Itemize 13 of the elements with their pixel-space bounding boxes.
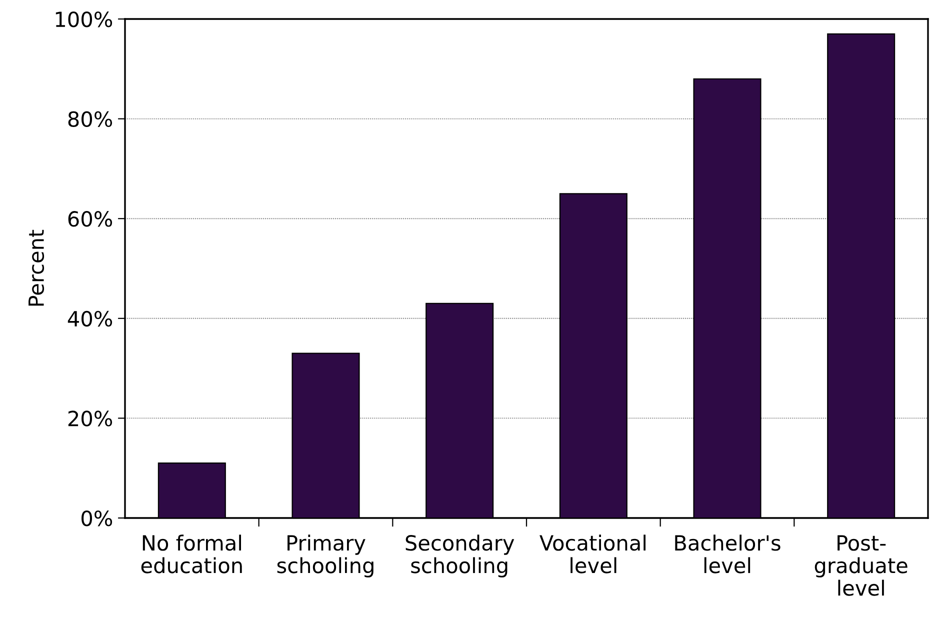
x-tick-label: Primary schooling [277, 534, 374, 578]
y-tick-label: 100% [56, 11, 112, 28]
y-tick-label: 80% [68, 111, 112, 128]
x-tick-label: Bachelor's level [675, 534, 780, 574]
x-tick-label: Post- graduate level [814, 535, 908, 596]
y-tick-label: 20% [68, 410, 112, 426]
y-tick-label: 0% [82, 510, 112, 526]
x-tick-label: Secondary schooling [406, 534, 514, 578]
x-tick-label: Vocational level [540, 534, 646, 574]
y-axis-title: Percent [28, 230, 44, 306]
y-tick-label: 60% [68, 211, 112, 227]
x-tick-label: No formal education [141, 534, 242, 574]
y-tick-label: 40% [68, 310, 112, 327]
